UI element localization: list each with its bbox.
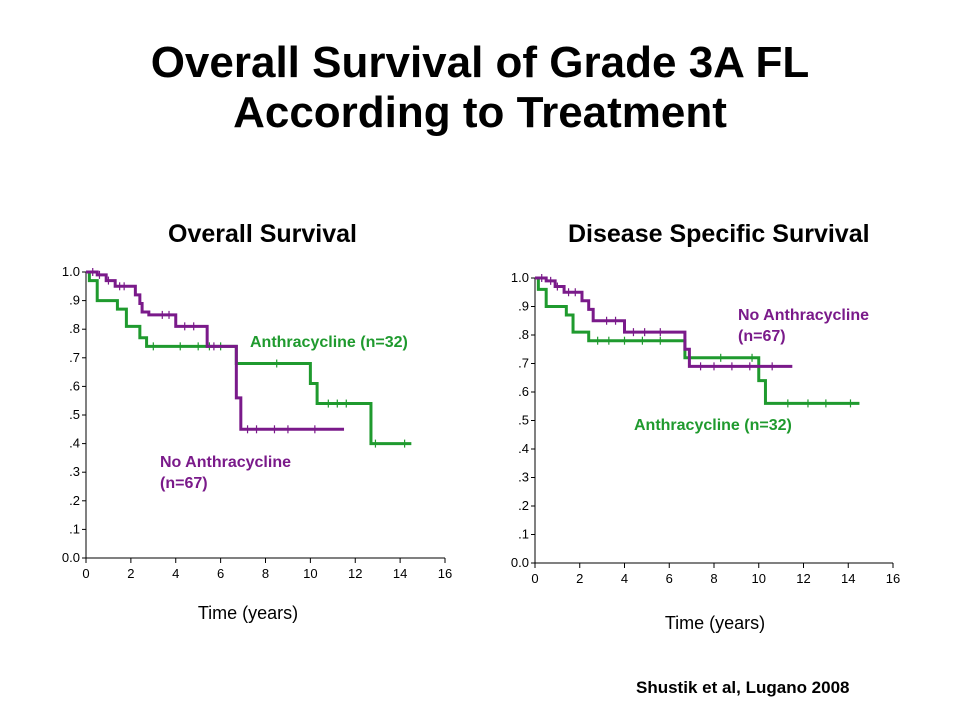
series-label-anthracycline: Anthracycline (n=32) xyxy=(250,334,408,351)
x-tick-label: 0 xyxy=(82,566,89,581)
x-tick-label: 16 xyxy=(886,571,900,586)
slide-title-line-1: Overall Survival of Grade 3A FL xyxy=(150,38,810,87)
x-tick-label: 4 xyxy=(172,566,179,581)
x-tick-label: 10 xyxy=(752,571,766,586)
x-tick-label: 12 xyxy=(796,571,810,586)
x-axis-label: Time (years) xyxy=(665,613,765,633)
y-tick-label: .9 xyxy=(518,299,529,314)
slide-title: Overall Survival of Grade 3A FL Accordin… xyxy=(0,38,960,138)
y-tick-label: .8 xyxy=(69,321,80,336)
y-tick-label: .8 xyxy=(518,327,529,342)
x-tick-label: 8 xyxy=(262,566,269,581)
x-tick-label: 8 xyxy=(710,571,717,586)
series-label-anthracycline: Anthracycline (n=32) xyxy=(634,417,792,434)
chart-panel-1: 0.0 .1 .2 .3 .4 .5 .6 .7 .8 .9 1.0 0 2 4 6 8 10 12 14 16 Tim… xyxy=(62,264,452,623)
series-label-no-anthracycline: No Anthracycline (n=67) xyxy=(738,307,869,345)
y-tick-label: .1 xyxy=(69,521,80,536)
y-tick-label: .4 xyxy=(69,436,80,451)
x-tick-label: 12 xyxy=(348,566,362,581)
x-tick-label: 0 xyxy=(531,571,538,586)
survival-curve-anthracycline xyxy=(86,270,412,446)
y-tick-label: .6 xyxy=(518,384,529,399)
y-tick-label: 1.0 xyxy=(62,264,80,279)
survival-curve-no-anthracycline xyxy=(86,270,345,431)
citation: Shustik et al, Lugano 2008 xyxy=(636,678,850,697)
x-tick-label: 4 xyxy=(621,571,628,586)
y-tick-label: 1.0 xyxy=(511,270,529,285)
x-tick-label: 6 xyxy=(666,571,673,586)
slide-title-line-2: According to Treatment xyxy=(233,88,727,137)
x-tick-label: 6 xyxy=(217,566,224,581)
x-tick-label: 14 xyxy=(393,566,407,581)
y-tick-label: .7 xyxy=(69,350,80,365)
y-tick-label: .7 xyxy=(518,356,529,371)
x-tick-label: 10 xyxy=(303,566,317,581)
survival-curve-no-anthracycline xyxy=(535,276,793,368)
y-tick-label: .1 xyxy=(518,527,529,542)
y-tick-label: .2 xyxy=(518,498,529,513)
y-tick-label: .5 xyxy=(518,413,529,428)
y-tick-label: .2 xyxy=(69,493,80,508)
x-tick-label: 14 xyxy=(841,571,855,586)
y-tick-label: .3 xyxy=(518,470,529,485)
x-tick-label: 2 xyxy=(127,566,134,581)
series-label-no-anthracycline: No Anthracycline (n=67) xyxy=(160,454,291,492)
y-tick-label: .9 xyxy=(69,293,80,308)
x-axis-label: Time (years) xyxy=(198,603,298,623)
y-tick-label: 0.0 xyxy=(62,550,80,565)
panel-title-disease-specific-survival: Disease Specific Survival xyxy=(568,220,870,248)
chart-panel-2: 0.0 .1 .2 .3 .4 .5 .6 .7 .8 .9 1.0 0 2 4 6 8 10 12 14 16 Tim… xyxy=(511,270,900,633)
y-tick-label: .4 xyxy=(518,441,529,456)
x-tick-label: 2 xyxy=(576,571,583,586)
survival-curve-anthracycline xyxy=(535,276,860,405)
x-tick-label: 16 xyxy=(438,566,452,581)
y-tick-label: .6 xyxy=(69,378,80,393)
y-tick-label: 0.0 xyxy=(511,555,529,570)
y-tick-label: .5 xyxy=(69,407,80,422)
y-tick-label: .3 xyxy=(69,464,80,479)
panel-title-overall-survival: Overall Survival xyxy=(168,220,358,248)
